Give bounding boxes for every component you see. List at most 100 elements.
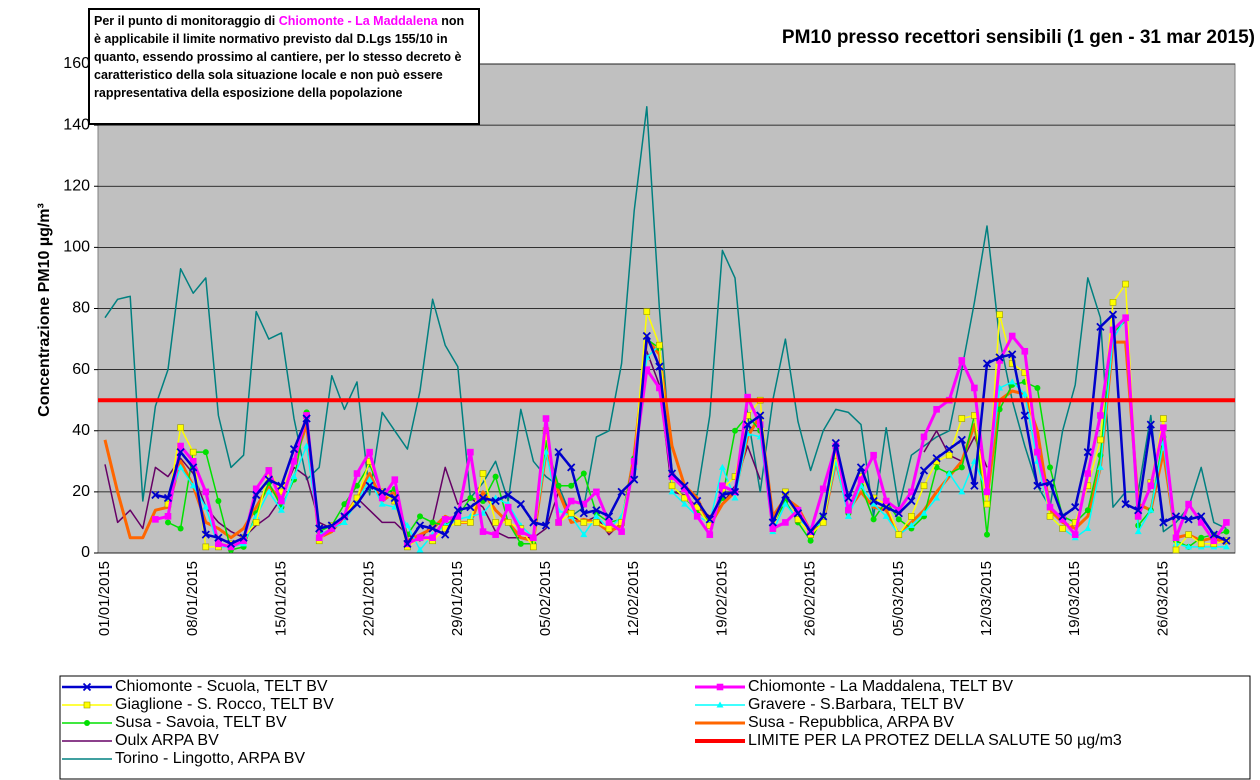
annotation: Per il punto di monitoraggio di Chiomont… (88, 8, 480, 125)
marker (705, 515, 714, 524)
marker (1084, 470, 1092, 477)
marker (239, 533, 248, 542)
marker (605, 525, 613, 532)
marker (1046, 513, 1054, 520)
marker (919, 466, 929, 475)
marker (1122, 280, 1129, 288)
marker (1020, 411, 1029, 420)
marker (844, 512, 852, 519)
marker (403, 521, 411, 528)
y-tick-label: 100 (63, 239, 90, 256)
marker (278, 497, 285, 505)
marker (1209, 530, 1218, 539)
marker (189, 448, 197, 456)
marker (844, 493, 853, 503)
marker (894, 509, 903, 518)
marker (1071, 531, 1079, 538)
marker (467, 448, 474, 456)
marker (933, 464, 940, 471)
marker (655, 362, 664, 371)
marker (354, 482, 360, 489)
marker (996, 311, 1003, 318)
marker (1109, 299, 1117, 306)
x-tick-label: 12/03/2015 (978, 561, 995, 636)
marker (1046, 503, 1054, 511)
x-tick-label: 19/03/2015 (1066, 561, 1083, 636)
marker (907, 521, 915, 528)
marker (466, 503, 475, 512)
marker (290, 458, 298, 465)
marker (429, 519, 436, 526)
marker (529, 518, 538, 527)
marker (252, 485, 260, 493)
marker (933, 494, 941, 501)
marker (732, 427, 738, 434)
marker (541, 521, 551, 530)
marker (970, 481, 979, 490)
marker (642, 331, 651, 341)
marker (579, 509, 588, 518)
marker (807, 537, 814, 544)
marker (82, 682, 92, 692)
marker (1185, 531, 1192, 538)
marker (870, 451, 877, 459)
marker (1134, 513, 1142, 520)
marker (290, 473, 298, 480)
marker (416, 546, 424, 553)
marker (1047, 464, 1053, 471)
marker (176, 448, 185, 457)
marker (479, 470, 487, 477)
marker (920, 482, 928, 490)
marker (605, 519, 613, 526)
marker (428, 524, 437, 533)
marker (630, 475, 639, 484)
marker (895, 516, 902, 523)
marker (202, 449, 209, 456)
marker (1021, 347, 1029, 355)
marker (163, 493, 173, 503)
marker (920, 509, 928, 516)
marker (1134, 506, 1143, 515)
marker (819, 519, 827, 526)
marker (1096, 322, 1105, 331)
marker (340, 512, 349, 521)
marker (793, 509, 803, 518)
y-tick-label: 80 (72, 300, 90, 317)
marker (315, 524, 324, 533)
marker (1185, 543, 1193, 550)
legend-label: Susa - Repubblica, ARPA BV (748, 714, 954, 731)
marker (731, 494, 739, 501)
marker (781, 500, 789, 507)
marker (806, 527, 815, 536)
marker (756, 411, 765, 420)
marker (1197, 540, 1205, 548)
marker (996, 406, 1003, 413)
marker (1222, 543, 1230, 550)
x-tick-label: 01/01/2015 (96, 561, 113, 636)
marker (1096, 463, 1104, 470)
marker (202, 503, 210, 510)
legend-label: Chiomonte - Scuola, TELT BV (115, 678, 328, 695)
marker (932, 454, 941, 463)
marker (845, 506, 852, 514)
legend-label: Chiomonte - La Maddalena, TELT BV (748, 678, 1013, 695)
y-tick-label: 140 (63, 116, 90, 133)
y-tick-label: 0 (81, 544, 90, 561)
marker (593, 519, 600, 526)
marker (1045, 478, 1055, 487)
marker (1084, 507, 1091, 514)
marker (1121, 499, 1130, 509)
marker (567, 497, 575, 505)
marker (467, 494, 474, 501)
marker (857, 476, 865, 483)
marker (907, 496, 916, 506)
marker (454, 519, 462, 526)
legend-label: Oulx ARPA BV (115, 732, 219, 749)
marker (265, 467, 273, 474)
marker (516, 499, 525, 509)
marker (177, 442, 184, 450)
x-tick-label: 12/02/2015 (625, 561, 642, 636)
marker (681, 500, 689, 507)
marker (202, 543, 210, 551)
marker (718, 490, 727, 500)
